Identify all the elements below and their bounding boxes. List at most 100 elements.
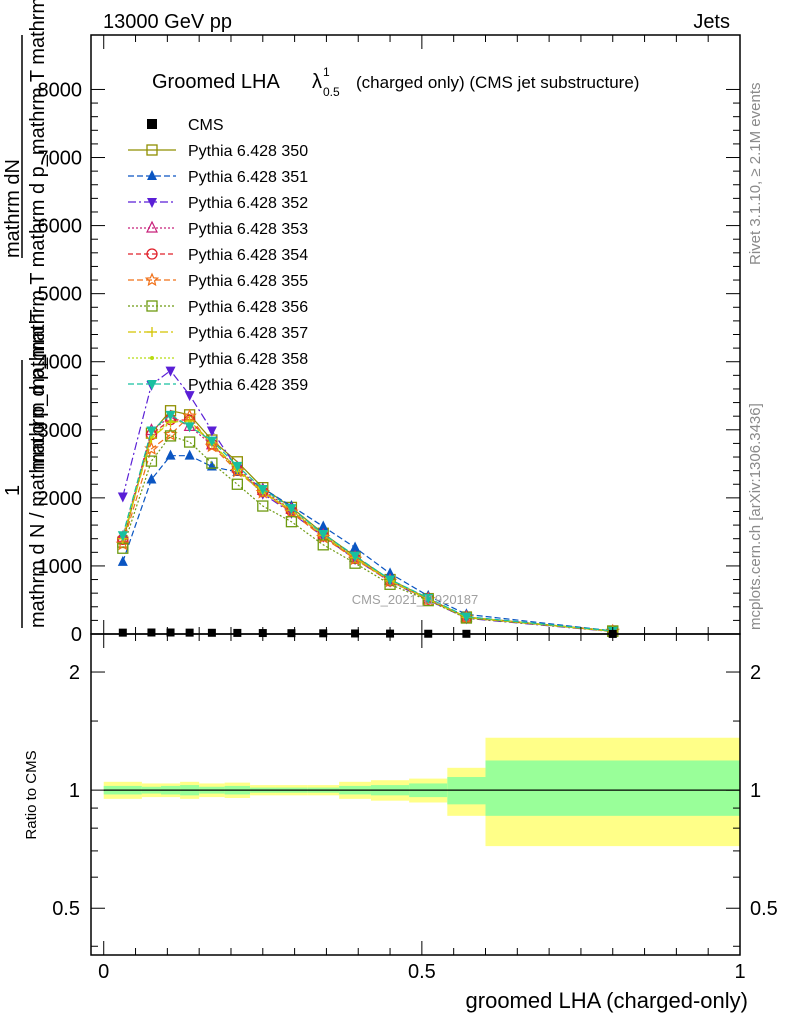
main-axis: 0 1000 2000 3000 4000 5000 6000 7000 8000 [38,35,741,646]
legend-label-pythia-6-428-353: Pythia 6.428 353 [188,221,308,238]
data-point-cms [233,628,242,637]
legend-label-cms: CMS [188,117,224,134]
main-ytick-label: 5000 [38,284,83,306]
data-point-pythia-6-428-351 [385,567,396,578]
header-process: Jets [693,11,730,33]
ratio-axis: 0 0.5 1 0.5 0.5 1 1 2 2 [52,634,778,983]
legend-marker-pythia-6-428-353 [146,220,158,233]
legend-marker-pythia-6-428-355 [144,272,160,287]
ratio-ytick-label: 2 [69,662,80,684]
data-point-pythia-6-428-352 [184,391,195,402]
data-point-cms [166,628,175,637]
data-point-pythia-6-428-351 [318,520,329,531]
legend-label-pythia-6-428-355: Pythia 6.428 355 [188,273,308,290]
data-point-pythia-6-428-356 [145,455,158,467]
data-point-cms [118,628,127,637]
ylabel-frac-den: mathrm d N / mathrm d p_mathrm T [27,309,49,628]
ratio-xtick-label: 1 [734,961,745,983]
main-ytick-label: 7000 [38,148,83,170]
data-point-pythia-6-428-359 [165,410,176,421]
ratio-band-inner [485,760,740,816]
ratio-ytick-label: 0.5 [52,898,80,920]
main-ytick-label: 0 [71,624,82,646]
data-point-pythia-6-428-351 [117,555,128,566]
data-point-pythia-6-428-351 [165,449,176,460]
legend: CMS Pythia 6.428 350 Pythia 6.428 351 Pythi… [128,117,308,394]
data-point-pythia-6-428-352 [117,492,128,503]
data-point-pythia-6-428-352 [165,366,176,377]
main-marks [115,366,621,638]
data-point-pythia-6-428-356 [206,457,218,469]
data-point-pythia-6-428-359 [146,426,157,437]
data-point-pythia-6-428-356 [257,500,269,512]
series-line-pythia-6-428-358 [122,420,613,632]
legend-label-pythia-6-428-358: Pythia 6.428 358 [188,351,308,368]
data-point-pythia-6-428-359 [318,529,329,540]
ratio-ytick-label-right: 2 [750,662,761,684]
legend-marker-pythia-6-428-357 [147,327,157,337]
main-ylabel: mathrm dN mathrm d p_mathrm T mathrm d p… [2,0,49,628]
rivet-label: Rivet 3.1.10, ≥ 2.1M events [747,83,764,266]
title-sub: 0.5 [323,85,340,99]
legend-marker-pythia-6-428-351 [147,170,157,180]
data-point-pythia-6-428-351 [146,473,157,484]
title-text: Groomed LHA [152,71,280,93]
ratio-marks [103,737,740,847]
legend-label-pythia-6-428-351: Pythia 6.428 351 [188,169,308,186]
data-point-pythia-6-428-359 [206,436,217,447]
main-panel: 0 1000 2000 3000 4000 5000 6000 7000 8000 CMS_20… [38,34,741,646]
data-point-pythia-6-428-359 [232,461,243,472]
main-ytick-label: 3000 [38,420,83,442]
ratio-ylabel: Ratio to CMS [23,750,40,839]
main-ytick-label: 2000 [38,488,83,510]
main-ytick-label: 6000 [38,216,83,238]
mcplots-label: mcplots.cern.ch [arXiv:1306.3436] [747,403,764,630]
data-point-pythia-6-428-359 [423,593,434,604]
legend-marker-pythia-6-428-354 [146,248,158,260]
legend-label-pythia-6-428-356: Pythia 6.428 356 [188,299,308,316]
data-point-pythia-6-428-359 [286,504,297,515]
series-line-pythia-6-428-354 [122,418,613,632]
data-point-cms [185,628,194,637]
ratio-ytick-label-right: 0.5 [750,898,778,920]
ratio-frame [90,633,741,956]
data-point-pythia-6-428-356 [183,436,196,448]
legend-marker-pythia-6-428-359 [147,380,157,390]
legend-marker-pythia-6-428-352 [147,198,157,208]
header-energy: 13000 GeV pp [103,11,232,33]
watermark: CMS_2021_I1920187 [352,592,479,607]
data-point-pythia-6-428-356 [231,478,243,490]
series-line-pythia-6-428-351 [122,455,613,632]
title-suffix: (charged only) (CMS jet substructure) [356,73,639,92]
data-point-pythia-6-428-359 [350,551,361,562]
main-ytick-label: 4000 [38,352,83,374]
data-point-pythia-6-428-359 [184,422,195,433]
data-point-pythia-6-428-352 [206,426,217,437]
title-sup: 1 [323,65,330,79]
ratio-ytick-label-right: 1 [750,780,761,802]
data-point-pythia-6-428-351 [350,541,361,552]
legend-label-pythia-6-428-359: Pythia 6.428 359 [188,377,308,394]
data-point-cms [207,628,216,637]
title-symbol: λ [312,71,322,93]
legend-marker-pythia-6-428-350 [146,144,158,156]
series-line-pythia-6-428-356 [122,435,613,632]
data-point-pythia-6-428-358 [168,418,173,423]
data-point-cms [147,628,156,637]
ylabel-numerator: mathrm dN [2,159,24,258]
main-ytick-label: 1000 [38,556,83,578]
ylabel-denominator: mathrm d p_mathrm T mathrm d p_mathrm T … [27,0,49,470]
ratio-xtick-label: 0 [98,961,109,983]
legend-marker-pythia-6-428-358 [150,356,154,360]
data-point-pythia-6-428-359 [385,575,396,586]
legend-marker-cms [147,119,157,129]
ratio-ytick-label: 1 [69,780,80,802]
data-point-pythia-6-428-356 [285,516,298,528]
ratio-panel: 0 0.5 1 0.5 0.5 1 1 2 2 Ratio to CMS groomed LHA… [23,633,778,1013]
legend-label-pythia-6-428-357: Pythia 6.428 357 [188,325,308,342]
data-point-cms [287,629,296,638]
data-point-pythia-6-428-359 [117,531,128,542]
legend-label-pythia-6-428-354: Pythia 6.428 354 [188,247,308,264]
data-point-pythia-6-428-359 [257,485,268,496]
